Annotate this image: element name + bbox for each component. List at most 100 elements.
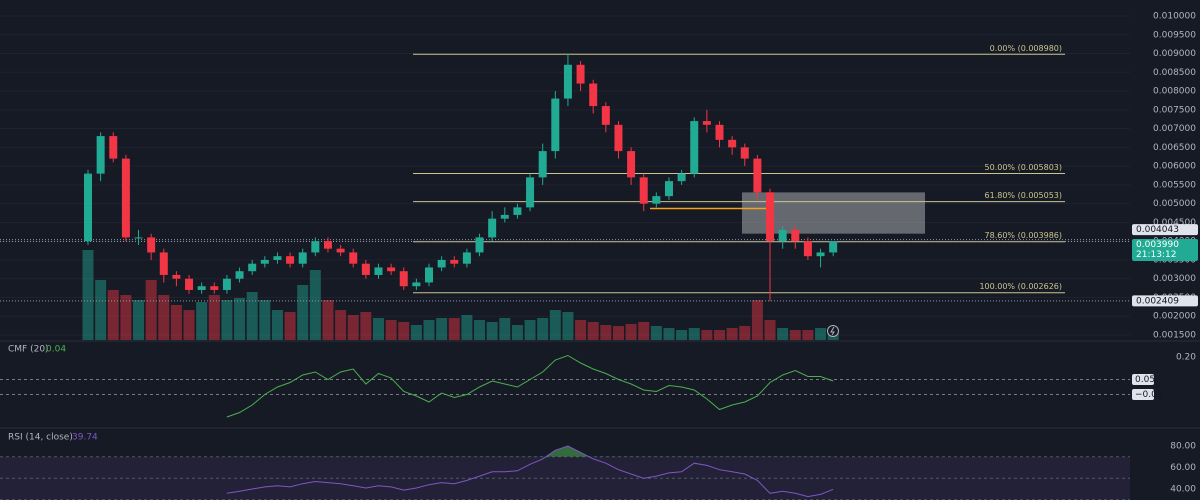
candle-body <box>677 173 686 182</box>
cmf-last: 0.04 <box>46 345 66 355</box>
volume-bar <box>82 250 94 340</box>
candle-body <box>425 267 434 283</box>
volume-bar <box>676 330 688 340</box>
rsi-tick-label: 40.00 <box>1170 485 1196 495</box>
volume-bar <box>297 285 309 340</box>
y-tick-label: 0.002000 <box>1153 312 1196 322</box>
fib-label: 100.00% (0.002626) <box>979 282 1062 291</box>
candle-body <box>197 286 206 290</box>
candle-body <box>664 181 673 197</box>
price-marker-label: 0.003990 <box>1136 240 1179 250</box>
candle-body <box>399 271 408 287</box>
candle-body <box>576 64 585 84</box>
volume-bar <box>612 326 624 340</box>
volume-bar <box>398 322 410 340</box>
volume-bar <box>120 295 132 340</box>
candle-body <box>614 124 623 152</box>
candle-body <box>235 271 244 279</box>
volume-bar <box>789 330 801 340</box>
candle-body <box>702 121 711 125</box>
fib-label: 0.00% (0.008980) <box>990 44 1062 53</box>
candle-body <box>601 106 610 125</box>
volume-bar <box>360 312 372 340</box>
volume-bar <box>549 310 561 340</box>
y-tick-label: 0.009500 <box>1153 30 1196 40</box>
candle-body <box>121 158 130 238</box>
volume-bar <box>486 322 498 340</box>
volume-bar <box>208 295 220 340</box>
candle-body <box>248 263 257 272</box>
y-tick-label: 0.008000 <box>1153 87 1196 97</box>
volume-bar <box>625 324 637 340</box>
rsi-pane: RSI (14, close) 39.74 80.00 60.00 40.00 <box>0 433 1196 500</box>
volume-bar <box>499 318 511 340</box>
volume-bar <box>815 328 827 340</box>
cmf-band-label: −0.05 <box>1135 390 1163 400</box>
candle-body <box>778 229 787 242</box>
candle-body <box>766 192 775 242</box>
volume-bar <box>448 318 460 340</box>
volume-bar <box>638 322 650 340</box>
price-marker-box <box>1132 239 1198 262</box>
candle-body <box>84 173 92 242</box>
candle-body <box>185 278 194 290</box>
candle-body <box>690 121 699 174</box>
candle-body <box>627 151 636 178</box>
volume-bar <box>764 320 776 340</box>
volume-bar <box>511 325 523 340</box>
volume-bar <box>246 292 258 340</box>
candle-body <box>462 252 471 264</box>
y-tick-label: 0.005000 <box>1153 199 1196 209</box>
volume-bar <box>587 322 599 340</box>
volume-bar <box>423 320 435 340</box>
candle-body <box>336 248 345 253</box>
candle-body <box>538 151 547 178</box>
candle-body <box>488 218 497 238</box>
candle-body <box>715 124 724 140</box>
y-tick-label: 0.008500 <box>1153 68 1196 78</box>
price-marker-box <box>1132 224 1198 236</box>
volume-bar <box>234 298 246 340</box>
replay-icon[interactable] <box>827 325 839 337</box>
volume-bar <box>537 318 549 340</box>
y-tick-label: 0.004500 <box>1153 218 1196 228</box>
price-marker-label: 0.002409 <box>1136 296 1179 306</box>
volume-bar <box>802 330 814 340</box>
y-tick-label: 0.007500 <box>1153 105 1196 115</box>
candle-body <box>323 241 332 249</box>
volume-bar <box>145 280 157 340</box>
candle-body <box>526 177 535 208</box>
candle-body <box>361 263 370 275</box>
rsi-title: RSI (14, close) <box>8 433 73 443</box>
volume-bar <box>372 318 384 340</box>
candle-body <box>816 252 825 257</box>
volume-bar <box>133 300 145 340</box>
volume-bar <box>284 312 296 340</box>
candle-body <box>753 158 762 193</box>
candle-body <box>159 252 168 275</box>
volume-bar <box>461 315 473 340</box>
y-tick-label: 0.006000 <box>1153 162 1196 172</box>
candle-body <box>450 259 459 264</box>
volume-bar <box>221 300 233 340</box>
volume-bar <box>196 302 208 340</box>
rsi-tick-label: 60.00 <box>1170 463 1196 473</box>
candle-body <box>311 241 320 253</box>
y-tick-label: 0.009000 <box>1153 49 1196 59</box>
rsi-line <box>226 445 834 498</box>
y-tick-label: 0.007000 <box>1153 124 1196 134</box>
volume-bar <box>726 328 738 340</box>
candle-body <box>349 252 358 264</box>
cmf-title: CMF (20) <box>8 345 49 355</box>
y-tick-label: 0.010000 <box>1153 11 1196 21</box>
candle-body <box>273 256 282 260</box>
volume-bar <box>107 290 119 340</box>
volume-bar <box>524 320 536 340</box>
volume-bar <box>474 320 486 340</box>
candle-body <box>563 64 572 99</box>
candle-body <box>210 286 219 290</box>
countdown: 21:13:12 <box>1136 250 1176 260</box>
candle-body <box>803 241 812 257</box>
volume-bar <box>688 328 700 340</box>
y-tick-label: 0.001500 <box>1153 331 1196 341</box>
